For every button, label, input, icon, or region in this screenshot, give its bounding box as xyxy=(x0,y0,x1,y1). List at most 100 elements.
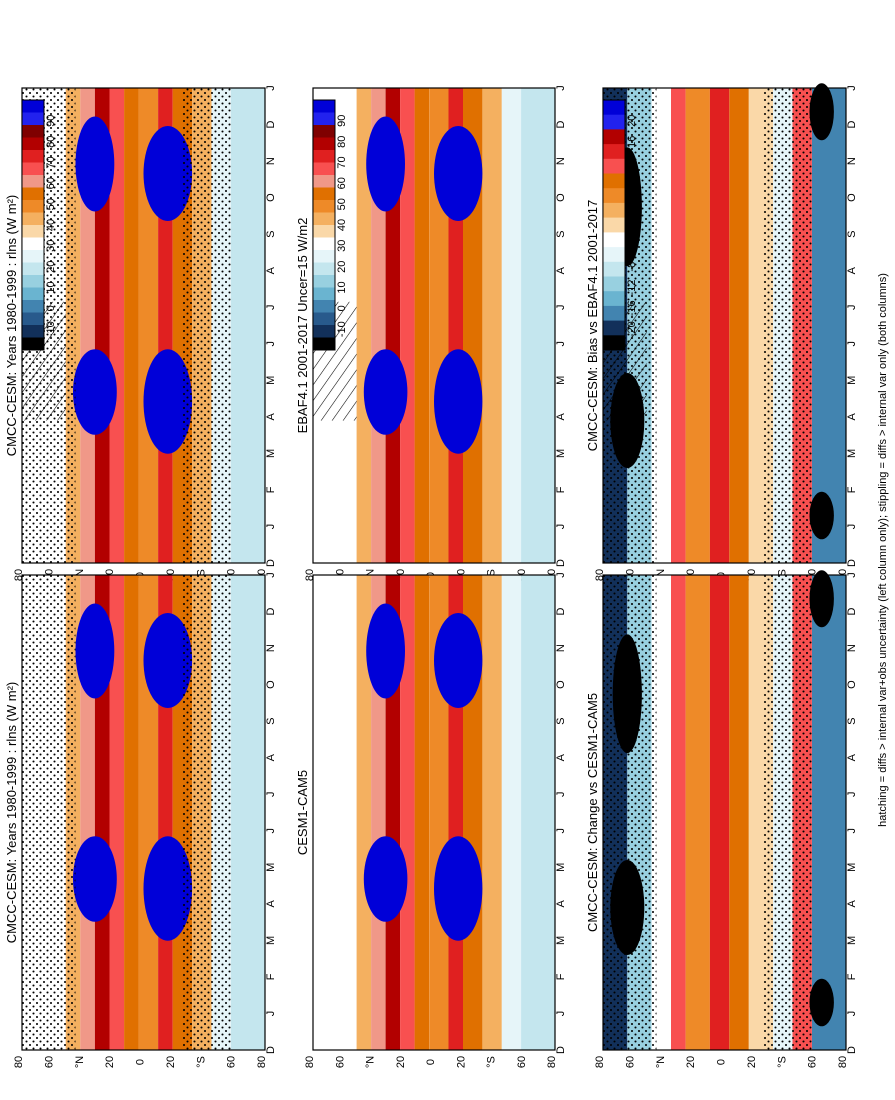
colorbar-segment xyxy=(603,173,625,189)
month-tick-label: S xyxy=(846,718,858,725)
month-tick-label: F xyxy=(846,486,858,493)
colorbar-tick-label: 50 xyxy=(45,198,57,210)
heatmap-band xyxy=(501,575,522,1050)
colorbar-segment xyxy=(22,237,44,251)
month-tick-label: F xyxy=(846,973,858,980)
heatmap-blob xyxy=(366,603,405,699)
colorbar-segment xyxy=(603,335,625,351)
colorbar-segment xyxy=(603,276,625,292)
month-tick-label: M xyxy=(846,376,858,385)
colorbar-segment xyxy=(313,237,335,251)
month-tick-label: F xyxy=(265,973,277,980)
colorbar-segment xyxy=(313,300,335,313)
heatmap-band xyxy=(356,575,372,1050)
colorbar-segment xyxy=(22,100,44,113)
colorbar-segment xyxy=(603,188,625,204)
month-tick-label: S xyxy=(265,718,277,725)
month-tick-label: D xyxy=(846,607,858,615)
colorbar-frame xyxy=(312,99,336,351)
stipple-overlay xyxy=(22,575,76,1050)
month-tick-label: J xyxy=(555,304,567,310)
colorbar-tick-label: 0 xyxy=(45,305,57,311)
month-tick-label: A xyxy=(555,266,567,274)
month-tick-label: D xyxy=(555,559,567,567)
colorbar-tick-label: 20 xyxy=(626,115,638,127)
colorbar-segment xyxy=(603,202,625,219)
month-tick-label: A xyxy=(555,899,567,907)
month-tick-label: D xyxy=(265,559,277,567)
latitude-tick-label: 80 xyxy=(837,1056,849,1068)
colorbar-segment xyxy=(313,225,335,238)
colorbar-segment xyxy=(603,247,625,263)
heatmap-band xyxy=(812,88,846,563)
colorbar-tick-label: 10 xyxy=(45,281,57,293)
month-tick-label: A xyxy=(555,412,567,420)
month-tick-label: S xyxy=(555,231,567,238)
heatmap-blob xyxy=(143,349,193,454)
colorbar-segment xyxy=(313,325,335,338)
latitude-tick-label: 80 xyxy=(256,1056,268,1068)
month-tick-label: A xyxy=(846,899,858,907)
month-tick-label: O xyxy=(555,680,567,689)
heatmap-band xyxy=(109,575,125,1050)
month-tick-label: F xyxy=(555,973,567,980)
month-tick-label: J xyxy=(846,341,858,347)
latitude-tick-label: 20 xyxy=(165,1056,177,1068)
heatmap-blob xyxy=(143,126,193,221)
heatmap-blob xyxy=(73,349,117,435)
heatmap-blob xyxy=(75,116,115,212)
panel-title: EBAF4.1 2001-2017 Uncer=15 W/m2 xyxy=(295,218,310,434)
month-tick-label: J xyxy=(555,341,567,347)
figure-footnote: hatching = diffs > internal var+obs unce… xyxy=(877,273,889,827)
month-tick-label: A xyxy=(846,266,858,274)
colorbar-segment xyxy=(603,217,625,233)
colorbar-segment xyxy=(313,187,335,201)
colorbar-segment xyxy=(22,112,44,126)
colorbar-segment xyxy=(313,312,335,326)
month-tick-label: N xyxy=(846,644,858,652)
stipple-overlay xyxy=(763,88,812,563)
colorbar-tick-label: -16 xyxy=(626,300,638,316)
latitude-tick-label: 20 xyxy=(746,1056,758,1068)
month-tick-label: J xyxy=(555,85,567,91)
month-tick-label: S xyxy=(265,231,277,238)
colorbar-segment xyxy=(313,287,335,301)
heatmap-blob xyxy=(809,978,834,1027)
heatmap-blob xyxy=(143,613,193,708)
colorbar-segment xyxy=(603,158,625,174)
colorbar-tick-label: 4 xyxy=(626,201,638,207)
latitude-tick-label: °S xyxy=(195,1056,207,1068)
colorbar-tick-label: 40 xyxy=(45,219,57,231)
panels: CMCC-CESM: Years 1980-1999 : rlns (W m²)… xyxy=(4,83,858,1068)
month-tick-label: J xyxy=(265,1011,277,1017)
colorbar-segment xyxy=(603,291,625,307)
colorbar-tick-label: -12 xyxy=(626,280,638,296)
month-tick-label: D xyxy=(846,559,858,567)
month-tick-label: D xyxy=(555,120,567,128)
panel-title: CMCC-CESM: Years 1980-1999 : rlns (W m²) xyxy=(4,195,19,457)
colorbar-tick-label: 30 xyxy=(336,240,348,252)
latitude-tick-label: 80 xyxy=(594,1056,606,1068)
heatmap-band xyxy=(400,88,415,563)
colorbar-segment xyxy=(603,320,625,336)
colorbar-segment xyxy=(603,129,625,145)
latitude-tick-label: 0 xyxy=(716,1059,728,1065)
heatmap-band xyxy=(671,88,686,563)
heatmap-blob xyxy=(809,491,834,540)
colorbar-segment xyxy=(22,337,44,351)
heatmap-blob xyxy=(809,83,834,141)
colorbar-segment xyxy=(22,275,44,288)
colorbar-segment xyxy=(22,312,44,326)
month-tick-label: A xyxy=(265,266,277,274)
colorbar-tick-label: 80 xyxy=(336,136,348,148)
colorbar-segment xyxy=(22,162,44,176)
stipple-overlay xyxy=(763,575,812,1050)
colorbar-tick-label: 50 xyxy=(336,198,348,210)
month-tick-label: M xyxy=(846,863,858,872)
month-tick-label: O xyxy=(265,680,277,689)
colorbar-tick-label: 70 xyxy=(336,156,348,168)
panel-frame xyxy=(21,574,266,1051)
month-tick-label: O xyxy=(555,193,567,202)
colorbar-segment xyxy=(313,275,335,288)
